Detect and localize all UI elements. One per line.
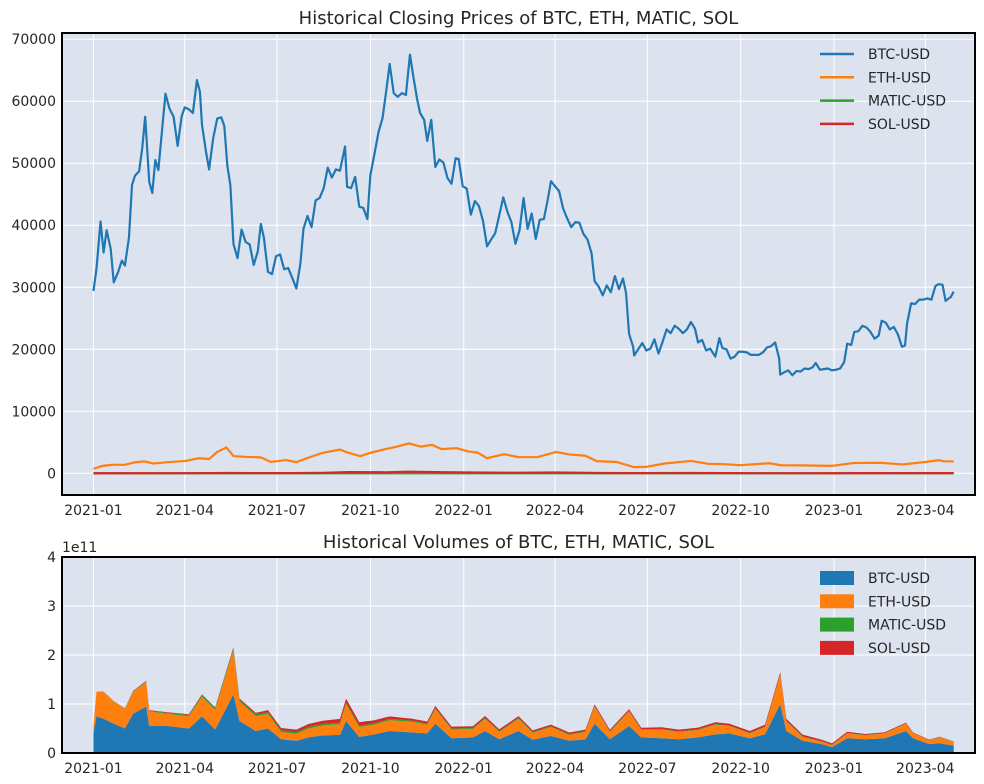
x-tick-label: 2022-01 bbox=[434, 503, 493, 519]
x-tick-label: 2023-04 bbox=[896, 761, 955, 777]
y-tick-label: 4 bbox=[47, 550, 56, 566]
legend: BTC-USD ETH-USD MATIC-USD SOL-USD bbox=[820, 571, 946, 657]
x-tick-label: 2021-07 bbox=[248, 503, 307, 519]
legend-label: MATIC-USD bbox=[868, 94, 946, 110]
legend-label: BTC-USD bbox=[868, 47, 930, 63]
legend-label: SOL-USD bbox=[868, 641, 930, 657]
x-tick-label: 2022-07 bbox=[618, 503, 677, 519]
legend: BTC-USD ETH-USD MATIC-USD SOL-USD bbox=[820, 47, 946, 133]
x-tick-label: 2022-10 bbox=[711, 761, 770, 777]
y-tick-label: 1 bbox=[47, 697, 56, 713]
x-tick-label: 2023-01 bbox=[805, 503, 864, 519]
series-area-eth-usd bbox=[93, 650, 954, 748]
y-tick-label: 0 bbox=[47, 746, 56, 762]
y-offset-label: 1e11 bbox=[62, 540, 97, 556]
x-tick-label: 2021-01 bbox=[64, 761, 123, 777]
x-tick-label: 2022-10 bbox=[711, 503, 770, 519]
legend-swatch bbox=[820, 594, 854, 609]
series-line-eth-usd bbox=[93, 442, 954, 470]
x-tick-label: 2021-10 bbox=[341, 761, 400, 777]
legend-swatch bbox=[820, 617, 854, 632]
y-tick-label: 20000 bbox=[11, 342, 56, 358]
chart-title: Historical Closing Prices of BTC, ETH, M… bbox=[299, 8, 739, 29]
legend-label: MATIC-USD bbox=[868, 618, 946, 634]
series-line-sol-usd bbox=[93, 470, 954, 475]
x-tick-label: 2021-04 bbox=[155, 761, 214, 777]
legend-swatch bbox=[820, 640, 854, 655]
plot-frame bbox=[61, 32, 976, 496]
y-tick-label: 30000 bbox=[11, 280, 56, 296]
y-tick-label: 60000 bbox=[11, 94, 56, 110]
x-tick-label: 2023-04 bbox=[896, 503, 955, 519]
y-tick-label: 70000 bbox=[11, 32, 56, 48]
x-tick-label: 2021-01 bbox=[64, 503, 123, 519]
plot-area bbox=[62, 33, 975, 495]
series-line-btc-usd bbox=[92, 53, 955, 377]
y-tick-label: 2 bbox=[47, 648, 56, 664]
legend-swatch bbox=[820, 571, 854, 585]
x-tick-label: 2022-01 bbox=[434, 761, 493, 777]
x-tick-label: 2021-10 bbox=[341, 503, 400, 519]
chart-title: Historical Volumes of BTC, ETH, MATIC, S… bbox=[323, 532, 714, 553]
y-tick-label: 50000 bbox=[11, 156, 56, 172]
x-tick-label: 2022-04 bbox=[526, 761, 585, 777]
x-tick-label: 2021-04 bbox=[155, 503, 214, 519]
x-tick-label: 2021-07 bbox=[248, 761, 307, 777]
y-tick-label: 3 bbox=[47, 599, 56, 615]
legend-label: SOL-USD bbox=[868, 117, 930, 133]
y-tick-label: 40000 bbox=[11, 218, 56, 234]
plot-frame bbox=[61, 556, 976, 754]
series-area-btc-usd bbox=[93, 694, 954, 753]
legend-label: BTC-USD bbox=[868, 571, 930, 587]
y-tick-label: 0 bbox=[47, 466, 56, 482]
chart-2: 2021-01 2021-04 2021-07 2021-10 2022-01 2022-… bbox=[47, 532, 976, 777]
y-tick-label: 10000 bbox=[11, 404, 56, 420]
legend-label: ETH-USD bbox=[868, 594, 931, 610]
legend-label: ETH-USD bbox=[868, 70, 931, 86]
x-tick-label: 2022-04 bbox=[526, 503, 585, 519]
x-tick-label: 2022-07 bbox=[618, 761, 677, 777]
x-tick-label: 2023-01 bbox=[805, 761, 864, 777]
chart-1: 2021-01 2021-04 2021-07 2021-10 2022-01 2022-… bbox=[11, 8, 976, 519]
